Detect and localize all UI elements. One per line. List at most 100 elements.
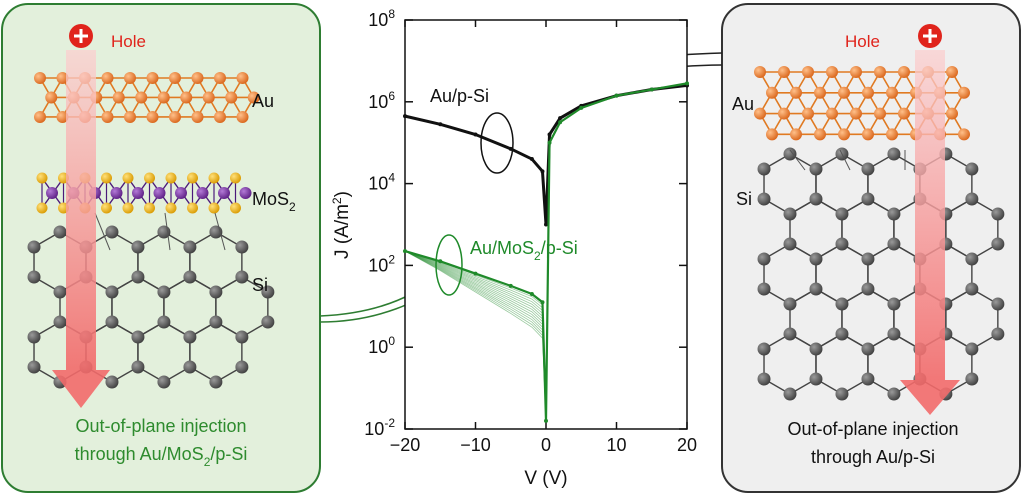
lattice-atom: [778, 107, 790, 120]
left-caption-line1: Out-of-plane injection: [75, 416, 246, 436]
lattice-atom: [105, 285, 119, 299]
lattice-atom: [874, 107, 886, 120]
interlayer-bond: [164, 212, 171, 251]
lattice-atom: [783, 237, 797, 251]
y-tick-label: 10-2: [364, 416, 395, 439]
lattice-atom: [261, 315, 275, 329]
lattice-atom: [191, 72, 204, 84]
lattice-atom: [861, 342, 875, 356]
lattice-atom: [809, 342, 823, 356]
lattice-atom: [180, 91, 193, 104]
lattice-atom: [861, 282, 875, 296]
lattice-atom: [861, 372, 875, 386]
data-point: [508, 283, 513, 288]
sulfur-atom: [122, 202, 134, 214]
sulfur-atom: [187, 202, 198, 214]
interlayer-bond: [839, 149, 851, 171]
lattice-atom: [34, 72, 46, 84]
lattice-atom: [790, 86, 802, 99]
right-caption-line1: Out-of-plane injection: [787, 419, 958, 439]
lattice-atom: [131, 330, 145, 344]
molybdenum-atom: [239, 187, 252, 199]
data-point: [540, 169, 545, 174]
data-point: [547, 132, 552, 137]
lattice-atom: [850, 107, 862, 120]
molybdenum-atom: [132, 187, 144, 199]
lattice-atom: [34, 110, 46, 123]
lattice-atom: [131, 240, 145, 254]
lattice-atom: [101, 72, 114, 84]
lattice-atom: [53, 225, 67, 239]
lattice-atom: [45, 91, 58, 104]
data-point: [558, 116, 563, 121]
lattice-atom: [261, 285, 275, 299]
au-psi-series-label: Au/p-Si: [430, 86, 489, 106]
lattice-atom: [105, 375, 119, 389]
lattice-atom: [247, 91, 260, 104]
lattice-atom: [861, 252, 875, 266]
lattice-atom: [235, 360, 249, 374]
lattice-atom: [862, 86, 874, 99]
lattice-atom: [809, 372, 823, 386]
sulfur-atom: [101, 172, 112, 184]
y-tick-label: 102: [368, 252, 395, 275]
lattice-atom: [183, 360, 197, 374]
y-tick-label: 104: [368, 171, 395, 194]
y-axis-label: J (A/m2): [330, 191, 353, 259]
sulfur-atom: [208, 202, 220, 214]
lattice-atom: [105, 315, 119, 329]
lattice-atom: [112, 91, 125, 104]
lattice-atom: [135, 91, 148, 104]
lattice-atom: [235, 240, 249, 254]
lattice-atom: [183, 330, 197, 344]
lattice-atom: [991, 207, 1005, 221]
au-mos2-psi-legend-ellipse: [435, 234, 463, 296]
lattice-atom: [157, 91, 170, 104]
lattice-atom: [183, 240, 197, 254]
data-point: [579, 105, 584, 110]
left-panel: Hole Au MoS2 Si Out-of-plane injection t…: [1, 3, 321, 493]
lattice-atom: [101, 110, 114, 123]
data-point: [540, 300, 545, 305]
lattice-atom: [183, 270, 197, 284]
lattice-atom: [802, 107, 814, 120]
right-hole-icon: [918, 24, 942, 48]
lattice-atom: [965, 372, 979, 386]
lattice-atom: [886, 128, 898, 141]
lattice-atom: [157, 285, 171, 299]
molybdenum-atom: [46, 187, 58, 199]
lattice-atom: [958, 128, 970, 141]
chart-series: [403, 81, 689, 423]
molybdenum-atom: [196, 187, 209, 199]
lattice-atom: [991, 327, 1005, 341]
lattice-atom: [835, 297, 849, 311]
left-hole-icon: [69, 24, 93, 48]
lattice-atom: [861, 192, 875, 206]
lattice-atom: [757, 252, 771, 266]
lattice-atom: [766, 128, 778, 141]
lattice-atom: [991, 297, 1005, 311]
right-si-label: Si: [736, 189, 752, 209]
y-tick-label: 100: [368, 334, 395, 357]
lattice-atom: [898, 107, 910, 120]
lattice-atom: [191, 110, 204, 123]
sulfur-atom: [230, 202, 241, 214]
lattice-atom: [898, 66, 910, 78]
lattice-atom: [850, 66, 862, 78]
x-tick-label: 0: [541, 435, 551, 455]
molybdenum-atom: [175, 187, 187, 199]
sulfur-atom: [101, 202, 112, 214]
lattice-atom: [783, 297, 797, 311]
lattice-atom: [887, 297, 901, 311]
sulfur-atom: [230, 172, 241, 184]
x-axis: −20 −10 0 10 20: [390, 20, 697, 455]
x-tick-label: −10: [460, 435, 491, 455]
lattice-atom: [209, 375, 223, 389]
right-injection-arrow-shaft: [915, 50, 945, 380]
lattice-atom: [838, 86, 850, 99]
lattice-atom: [236, 72, 249, 84]
lattice-atom: [225, 91, 238, 104]
lattice-atom: [874, 66, 886, 78]
lattice-atom: [809, 162, 823, 176]
lattice-atom: [991, 237, 1005, 251]
